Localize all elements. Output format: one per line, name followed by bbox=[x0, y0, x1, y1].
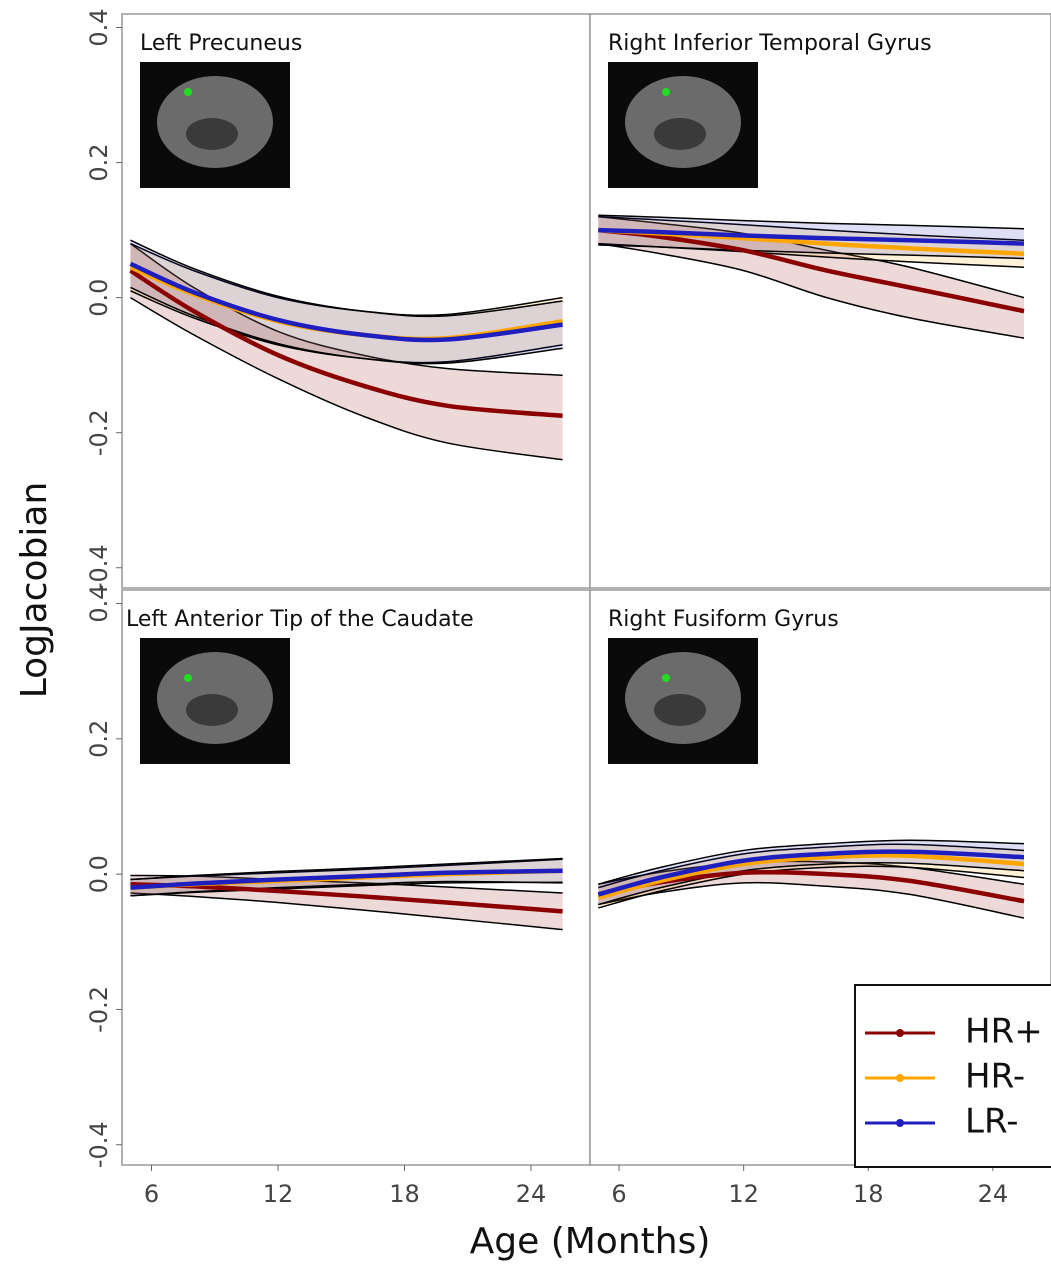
ci-lower bbox=[130, 880, 563, 897]
y-tick-label: 0.4 bbox=[85, 8, 113, 46]
brain-inset-shape bbox=[186, 694, 238, 726]
brain-inset-marker bbox=[184, 88, 192, 96]
legend: HR+ HR- LR- bbox=[854, 984, 1051, 1168]
legend-label: HR+ bbox=[965, 1012, 1043, 1052]
y-tick-label: 0.2 bbox=[85, 720, 113, 758]
x-axis-title: Age (Months) bbox=[470, 1221, 711, 1262]
ci-lower bbox=[130, 286, 563, 365]
y-axis-title: LogJacobian bbox=[14, 482, 55, 699]
ci-upper bbox=[130, 242, 563, 377]
panel: Left Precuneus -0.4 -0.2 0.0 0.2 0.4 bbox=[85, 8, 591, 591]
panel-title: Right Inferior Temporal Gyrus bbox=[608, 31, 932, 56]
y-tick-label: -0.2 bbox=[85, 409, 113, 456]
ci-band-fill bbox=[598, 844, 1025, 908]
legend-dot bbox=[896, 1074, 904, 1082]
brain-inset-marker bbox=[184, 674, 192, 682]
ci-upper bbox=[130, 857, 563, 881]
legend-dot bbox=[896, 1119, 904, 1127]
x-tick-label: 18 bbox=[389, 1180, 420, 1208]
plot-area bbox=[598, 214, 1025, 339]
legend-label: HR- bbox=[965, 1057, 1025, 1097]
fit-line bbox=[597, 853, 1025, 900]
fit-line bbox=[130, 868, 563, 890]
plot-area bbox=[597, 839, 1025, 919]
ci-lower bbox=[130, 296, 563, 461]
ci-band-fill bbox=[598, 216, 1025, 339]
ci-lower bbox=[130, 892, 563, 931]
ci-upper bbox=[598, 215, 1025, 299]
fit-line bbox=[597, 849, 1025, 897]
panel-title: Left Anterior Tip of the Caudate bbox=[126, 607, 474, 632]
ci-lower bbox=[598, 242, 1025, 339]
ci-lower bbox=[598, 865, 1025, 909]
legend-dot bbox=[896, 1029, 904, 1037]
panel: Left Anterior Tip of the Caudate -0.4 -0.2… bbox=[85, 584, 591, 1208]
fit-line bbox=[598, 227, 1025, 246]
fit-line bbox=[598, 227, 1025, 314]
ci-lower bbox=[598, 244, 1025, 260]
plot-area bbox=[129, 239, 563, 461]
fit-line bbox=[129, 261, 563, 343]
legend-box bbox=[854, 984, 1051, 1168]
y-tick-label: -0.2 bbox=[85, 986, 113, 1033]
panel-title: Right Fusiform Gyrus bbox=[608, 607, 839, 632]
panel-title: Left Precuneus bbox=[140, 31, 302, 56]
brain-inset-shape bbox=[654, 694, 706, 726]
y-tick-label: 0.2 bbox=[85, 143, 113, 181]
brain-inset-shape bbox=[186, 118, 238, 150]
ci-band-fill bbox=[130, 240, 563, 364]
ci-upper bbox=[598, 214, 1025, 230]
ci-lower bbox=[598, 881, 1025, 919]
ci-upper bbox=[598, 215, 1025, 241]
x-tick-label: 24 bbox=[978, 1180, 1009, 1208]
y-tick-label: 0.0 bbox=[85, 855, 113, 893]
plot-area bbox=[130, 857, 563, 931]
x-tick-label: 6 bbox=[611, 1180, 626, 1208]
y-tick-label: 0.4 bbox=[85, 584, 113, 622]
x-tick-label: 12 bbox=[728, 1180, 759, 1208]
ci-upper bbox=[598, 843, 1025, 889]
brain-inset-shape bbox=[654, 118, 706, 150]
ci-upper bbox=[130, 239, 563, 318]
x-tick-label: 6 bbox=[144, 1180, 159, 1208]
ci-upper bbox=[598, 860, 1025, 886]
x-tick-label: 18 bbox=[853, 1180, 884, 1208]
fit-line bbox=[129, 268, 563, 419]
panel: Right Inferior Temporal Gyrus bbox=[589, 13, 1051, 589]
y-tick-label: -0.4 bbox=[85, 544, 113, 591]
x-tick-label: 24 bbox=[516, 1180, 547, 1208]
brain-inset-marker bbox=[662, 674, 670, 682]
brain-inset-marker bbox=[662, 88, 670, 96]
y-tick-label: -0.4 bbox=[85, 1121, 113, 1168]
y-tick-label: 0.0 bbox=[85, 279, 113, 317]
ci-lower bbox=[598, 861, 1025, 906]
x-tick-label: 12 bbox=[263, 1180, 294, 1208]
ci-upper bbox=[598, 839, 1025, 885]
legend-label: LR- bbox=[965, 1102, 1018, 1142]
